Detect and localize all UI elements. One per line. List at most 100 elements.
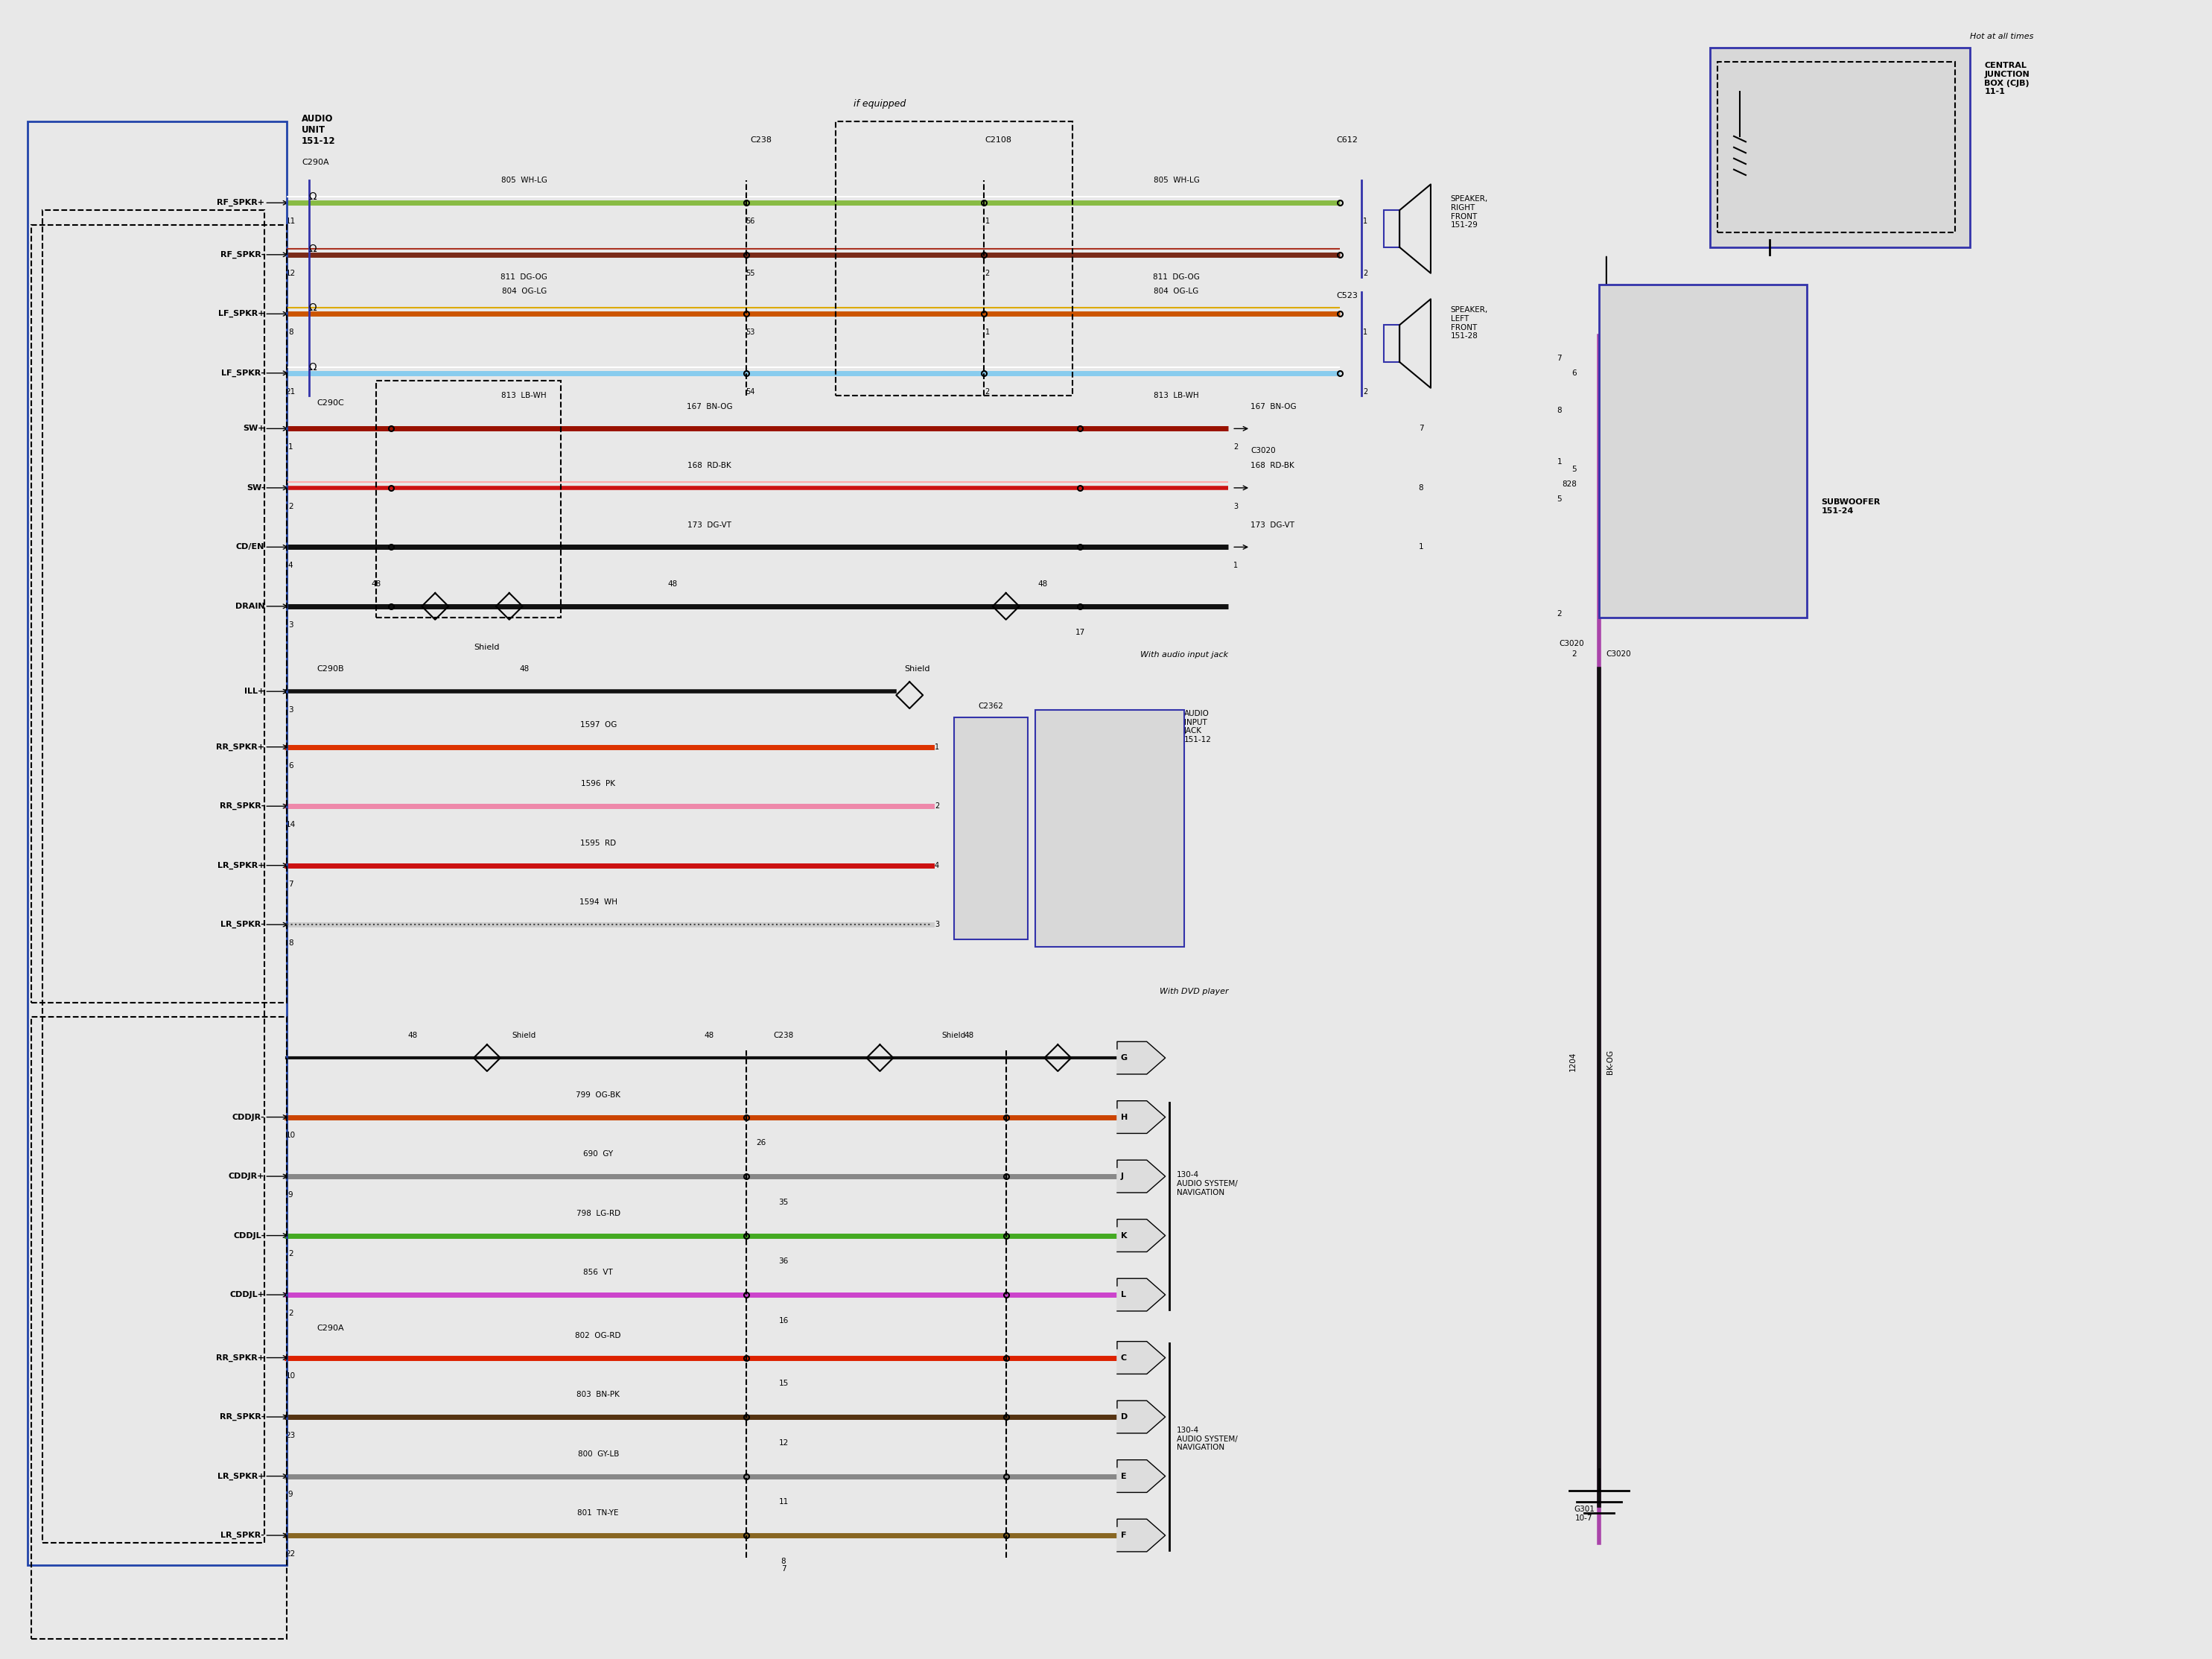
Text: 21: 21 xyxy=(285,388,296,395)
Text: C3020: C3020 xyxy=(1250,448,1276,455)
Bar xyxy=(836,121,1073,395)
Polygon shape xyxy=(1117,1400,1166,1433)
Text: 9: 9 xyxy=(288,1491,292,1498)
Text: 2: 2 xyxy=(1573,650,1577,659)
Bar xyxy=(1385,211,1400,247)
Text: 48: 48 xyxy=(703,1032,714,1040)
Text: L: L xyxy=(1121,1291,1126,1299)
Text: 167  BN-OG: 167 BN-OG xyxy=(1250,403,1296,410)
Text: BK-OG: BK-OG xyxy=(1606,1048,1615,1073)
Text: 48: 48 xyxy=(407,1032,418,1040)
Text: DRAIN: DRAIN xyxy=(234,602,265,611)
Text: C238: C238 xyxy=(750,136,772,144)
Text: RR_SPKR+: RR_SPKR+ xyxy=(217,743,265,752)
Text: LR_SPKR-: LR_SPKR- xyxy=(221,1531,265,1540)
Text: LF_SPKR+: LF_SPKR+ xyxy=(219,310,265,319)
Text: 803  BN-PK: 803 BN-PK xyxy=(577,1390,619,1399)
Polygon shape xyxy=(1117,1342,1166,1374)
Text: 2: 2 xyxy=(984,388,989,395)
Text: 2: 2 xyxy=(984,269,989,277)
Text: 2: 2 xyxy=(288,503,292,509)
Text: 11: 11 xyxy=(779,1498,787,1506)
Bar xyxy=(31,226,288,1002)
Text: 2: 2 xyxy=(1557,611,1562,617)
Polygon shape xyxy=(1117,1279,1166,1311)
Text: 799  OG-BK: 799 OG-BK xyxy=(575,1092,622,1098)
Text: SUBWOOFER
151-24: SUBWOOFER 151-24 xyxy=(1820,498,1880,514)
Text: 7: 7 xyxy=(1418,425,1425,433)
Text: C290C: C290C xyxy=(316,400,343,406)
Text: C523: C523 xyxy=(1336,292,1358,299)
Text: LR_SPKR+: LR_SPKR+ xyxy=(217,861,265,869)
Text: C290B: C290B xyxy=(316,665,343,674)
Text: Shield: Shield xyxy=(942,1032,967,1040)
Polygon shape xyxy=(1117,1520,1166,1551)
Text: C2108: C2108 xyxy=(984,136,1011,144)
Text: 6: 6 xyxy=(288,761,292,770)
Text: CD/EN: CD/EN xyxy=(237,544,265,551)
Text: 2: 2 xyxy=(933,803,940,810)
Text: 48: 48 xyxy=(520,665,529,674)
Text: 6: 6 xyxy=(1573,370,1577,377)
Text: 56: 56 xyxy=(745,217,754,226)
Text: 4: 4 xyxy=(1020,861,1026,869)
Text: C238: C238 xyxy=(774,1032,794,1040)
Text: RR_SPKR-: RR_SPKR- xyxy=(1044,801,1077,810)
Text: 15: 15 xyxy=(779,1380,787,1387)
Text: D: D xyxy=(1121,1413,1128,1420)
Text: 1594  WH: 1594 WH xyxy=(580,899,617,906)
Text: 805  WH-LG: 805 WH-LG xyxy=(1152,178,1199,184)
Text: 1: 1 xyxy=(1020,743,1026,750)
Text: SW-: SW- xyxy=(246,484,265,491)
Text: 800  GY-LB: 800 GY-LB xyxy=(577,1450,619,1458)
Text: 4: 4 xyxy=(936,861,940,869)
Text: 3: 3 xyxy=(288,620,292,629)
Text: F38
25A
13-10: F38 25A 13-10 xyxy=(1747,91,1772,116)
Text: GND: GND xyxy=(1606,544,1628,551)
Text: 130-4
AUDIO SYSTEM/
NAVIGATION: 130-4 AUDIO SYSTEM/ NAVIGATION xyxy=(1177,1427,1237,1452)
Text: 1: 1 xyxy=(984,328,989,337)
Text: 3: 3 xyxy=(936,921,940,929)
Text: 1: 1 xyxy=(1363,328,1367,337)
Text: 12: 12 xyxy=(779,1438,787,1447)
Text: 173  DG-VT: 173 DG-VT xyxy=(1250,521,1294,529)
Text: RR_SPKR-: RR_SPKR- xyxy=(219,803,265,810)
Text: AUDIO
UNIT
151-12: AUDIO UNIT 151-12 xyxy=(301,114,336,146)
Text: 2: 2 xyxy=(1020,803,1026,810)
Text: 1596  PK: 1596 PK xyxy=(582,780,615,788)
Bar xyxy=(1717,61,1955,232)
Text: 17: 17 xyxy=(1075,629,1086,635)
Text: 10: 10 xyxy=(285,1372,296,1380)
Text: 23: 23 xyxy=(285,1432,296,1438)
Polygon shape xyxy=(1117,1160,1166,1193)
Text: 813  LB-WH: 813 LB-WH xyxy=(1155,392,1199,400)
Text: 1: 1 xyxy=(1418,544,1425,551)
Text: LR_SPKR-: LR_SPKR- xyxy=(1044,921,1077,929)
Text: LR_SPKR+: LR_SPKR+ xyxy=(217,1472,265,1480)
Text: 36: 36 xyxy=(779,1258,787,1266)
Bar xyxy=(1385,325,1400,362)
Text: 2: 2 xyxy=(1234,443,1239,451)
Text: 804  OG-LG: 804 OG-LG xyxy=(502,289,546,295)
Text: CDDJR+: CDDJR+ xyxy=(228,1173,265,1180)
Text: Ω: Ω xyxy=(310,302,316,314)
Text: 55: 55 xyxy=(745,269,754,277)
Text: 1: 1 xyxy=(1557,458,1562,466)
Text: 54: 54 xyxy=(745,388,754,395)
Text: 805  WH-LG: 805 WH-LG xyxy=(502,178,546,184)
Text: G: G xyxy=(1121,1053,1128,1062)
Text: 48: 48 xyxy=(964,1032,973,1040)
Text: 1: 1 xyxy=(288,443,292,451)
Polygon shape xyxy=(1117,1460,1166,1493)
Text: Ω: Ω xyxy=(310,192,316,202)
Text: 7: 7 xyxy=(781,1564,785,1573)
Text: 690  GY: 690 GY xyxy=(584,1150,613,1158)
Text: K: K xyxy=(1121,1233,1128,1239)
Text: 48: 48 xyxy=(668,581,677,587)
Text: 173  DG-VT: 173 DG-VT xyxy=(688,521,732,529)
Text: E: E xyxy=(1121,1473,1126,1480)
Bar xyxy=(27,121,288,1564)
Text: RF_SPKR-: RF_SPKR- xyxy=(221,251,265,259)
Text: 8: 8 xyxy=(288,328,292,337)
Text: 798  LG-RD: 798 LG-RD xyxy=(575,1209,619,1218)
